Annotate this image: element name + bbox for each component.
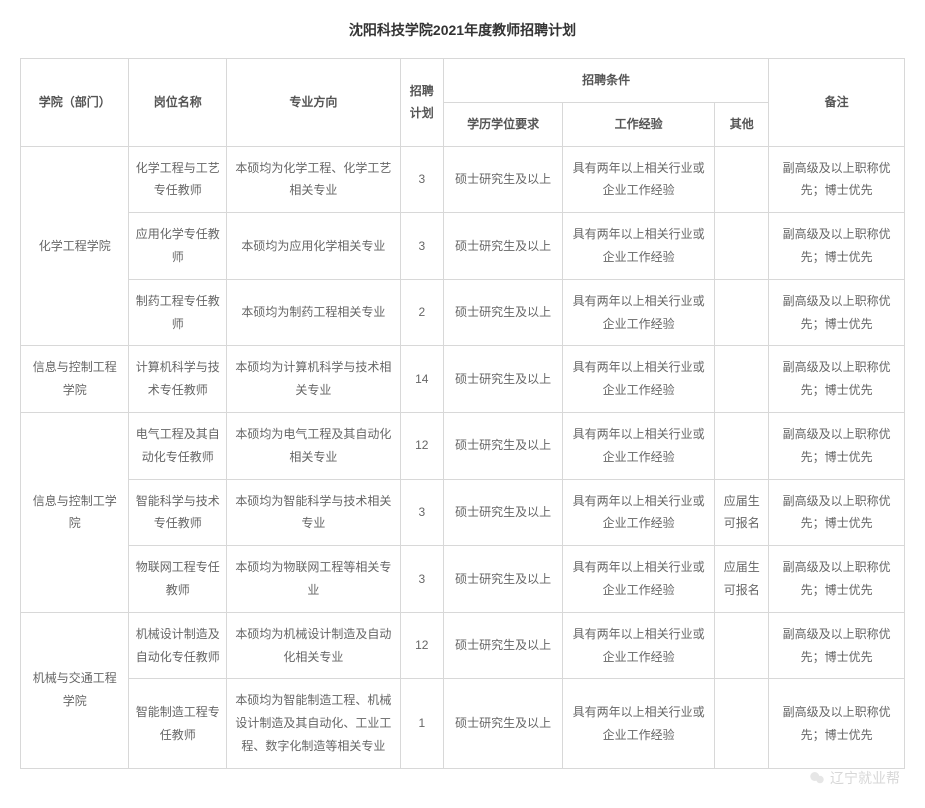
cell-major: 本硕均为应用化学相关专业 [227, 213, 401, 280]
cell-remark: 副高级及以上职称优先；博士优先 [769, 146, 905, 213]
cell-degree: 硕士研究生及以上 [443, 679, 562, 768]
cell-degree: 硕士研究生及以上 [443, 346, 562, 413]
cell-remark: 副高级及以上职称优先；博士优先 [769, 279, 905, 346]
cell-major: 本硕均为机械设计制造及自动化相关专业 [227, 612, 401, 679]
cell-experience: 具有两年以上相关行业或企业工作经验 [563, 479, 715, 546]
cell-post: 智能科学与技术专任教师 [129, 479, 227, 546]
cell-post: 智能制造工程专任教师 [129, 679, 227, 768]
table-row: 物联网工程专任教师本硕均为物联网工程等相关专业3硕士研究生及以上具有两年以上相关… [21, 546, 905, 613]
cell-count: 12 [400, 412, 443, 479]
th-major: 专业方向 [227, 59, 401, 147]
cell-count: 14 [400, 346, 443, 413]
cell-other: 应届生可报名 [715, 546, 769, 613]
cell-count: 1 [400, 679, 443, 768]
cell-major: 本硕均为化学工程、化学工艺相关专业 [227, 146, 401, 213]
cell-experience: 具有两年以上相关行业或企业工作经验 [563, 612, 715, 679]
cell-major: 本硕均为制药工程相关专业 [227, 279, 401, 346]
cell-remark: 副高级及以上职称优先；博士优先 [769, 612, 905, 679]
cell-degree: 硕士研究生及以上 [443, 546, 562, 613]
table-row: 智能制造工程专任教师本硕均为智能制造工程、机械设计制造及其自动化、工业工程、数字… [21, 679, 905, 768]
cell-other [715, 146, 769, 213]
cell-other [715, 279, 769, 346]
cell-major: 本硕均为电气工程及其自动化相关专业 [227, 412, 401, 479]
cell-other: 应届生可报名 [715, 479, 769, 546]
th-dept: 学院（部门） [21, 59, 129, 147]
table-header: 学院（部门） 岗位名称 专业方向 招聘计划 招聘条件 备注 学历学位要求 工作经… [21, 59, 905, 147]
cell-experience: 具有两年以上相关行业或企业工作经验 [563, 412, 715, 479]
cell-post: 计算机科学与技术专任教师 [129, 346, 227, 413]
cell-post: 化学工程与工艺专任教师 [129, 146, 227, 213]
recruitment-table: 学院（部门） 岗位名称 专业方向 招聘计划 招聘条件 备注 学历学位要求 工作经… [20, 58, 905, 769]
cell-other [715, 612, 769, 679]
cell-other [715, 213, 769, 280]
wechat-icon [808, 769, 826, 787]
table-row: 应用化学专任教师本硕均为应用化学相关专业3硕士研究生及以上具有两年以上相关行业或… [21, 213, 905, 280]
page-title: 沈阳科技学院2021年度教师招聘计划 [20, 20, 905, 40]
th-other: 其他 [715, 102, 769, 146]
cell-post: 物联网工程专任教师 [129, 546, 227, 613]
cell-degree: 硕士研究生及以上 [443, 146, 562, 213]
cell-count: 3 [400, 146, 443, 213]
cell-major: 本硕均为智能科学与技术相关专业 [227, 479, 401, 546]
table-row: 机械与交通工程学院机械设计制造及自动化专任教师本硕均为机械设计制造及自动化相关专… [21, 612, 905, 679]
th-remark: 备注 [769, 59, 905, 147]
cell-count: 12 [400, 612, 443, 679]
cell-remark: 副高级及以上职称优先；博士优先 [769, 546, 905, 613]
th-degree: 学历学位要求 [443, 102, 562, 146]
cell-experience: 具有两年以上相关行业或企业工作经验 [563, 346, 715, 413]
cell-remark: 副高级及以上职称优先；博士优先 [769, 412, 905, 479]
cell-count: 3 [400, 213, 443, 280]
th-count: 招聘计划 [400, 59, 443, 147]
cell-post: 应用化学专任教师 [129, 213, 227, 280]
cell-other [715, 679, 769, 768]
cell-experience: 具有两年以上相关行业或企业工作经验 [563, 279, 715, 346]
cell-count: 3 [400, 546, 443, 613]
cell-dept: 机械与交通工程学院 [21, 612, 129, 768]
cell-dept: 信息与控制工学院 [21, 412, 129, 612]
cell-experience: 具有两年以上相关行业或企业工作经验 [563, 546, 715, 613]
cell-count: 2 [400, 279, 443, 346]
cell-post: 制药工程专任教师 [129, 279, 227, 346]
cell-major: 本硕均为物联网工程等相关专业 [227, 546, 401, 613]
watermark: 辽宁就业帮 [808, 768, 900, 788]
th-cond-group: 招聘条件 [443, 59, 768, 103]
table-row: 智能科学与技术专任教师本硕均为智能科学与技术相关专业3硕士研究生及以上具有两年以… [21, 479, 905, 546]
cell-remark: 副高级及以上职称优先；博士优先 [769, 213, 905, 280]
cell-degree: 硕士研究生及以上 [443, 479, 562, 546]
cell-degree: 硕士研究生及以上 [443, 279, 562, 346]
cell-remark: 副高级及以上职称优先；博士优先 [769, 679, 905, 768]
cell-other [715, 346, 769, 413]
cell-experience: 具有两年以上相关行业或企业工作经验 [563, 679, 715, 768]
cell-dept: 信息与控制工程学院 [21, 346, 129, 413]
watermark-text: 辽宁就业帮 [830, 768, 900, 788]
th-experience: 工作经验 [563, 102, 715, 146]
cell-degree: 硕士研究生及以上 [443, 412, 562, 479]
table-body: 化学工程学院化学工程与工艺专任教师本硕均为化学工程、化学工艺相关专业3硕士研究生… [21, 146, 905, 768]
cell-experience: 具有两年以上相关行业或企业工作经验 [563, 146, 715, 213]
cell-degree: 硕士研究生及以上 [443, 213, 562, 280]
cell-post: 电气工程及其自动化专任教师 [129, 412, 227, 479]
cell-remark: 副高级及以上职称优先；博士优先 [769, 479, 905, 546]
cell-experience: 具有两年以上相关行业或企业工作经验 [563, 213, 715, 280]
table-row: 信息与控制工学院电气工程及其自动化专任教师本硕均为电气工程及其自动化相关专业12… [21, 412, 905, 479]
cell-count: 3 [400, 479, 443, 546]
th-post: 岗位名称 [129, 59, 227, 147]
cell-other [715, 412, 769, 479]
cell-major: 本硕均为计算机科学与技术相关专业 [227, 346, 401, 413]
cell-remark: 副高级及以上职称优先；博士优先 [769, 346, 905, 413]
cell-dept: 化学工程学院 [21, 146, 129, 346]
cell-major: 本硕均为智能制造工程、机械设计制造及其自动化、工业工程、数字化制造等相关专业 [227, 679, 401, 768]
table-row: 信息与控制工程学院计算机科学与技术专任教师本硕均为计算机科学与技术相关专业14硕… [21, 346, 905, 413]
table-row: 化学工程学院化学工程与工艺专任教师本硕均为化学工程、化学工艺相关专业3硕士研究生… [21, 146, 905, 213]
cell-post: 机械设计制造及自动化专任教师 [129, 612, 227, 679]
table-row: 制药工程专任教师本硕均为制药工程相关专业2硕士研究生及以上具有两年以上相关行业或… [21, 279, 905, 346]
cell-degree: 硕士研究生及以上 [443, 612, 562, 679]
